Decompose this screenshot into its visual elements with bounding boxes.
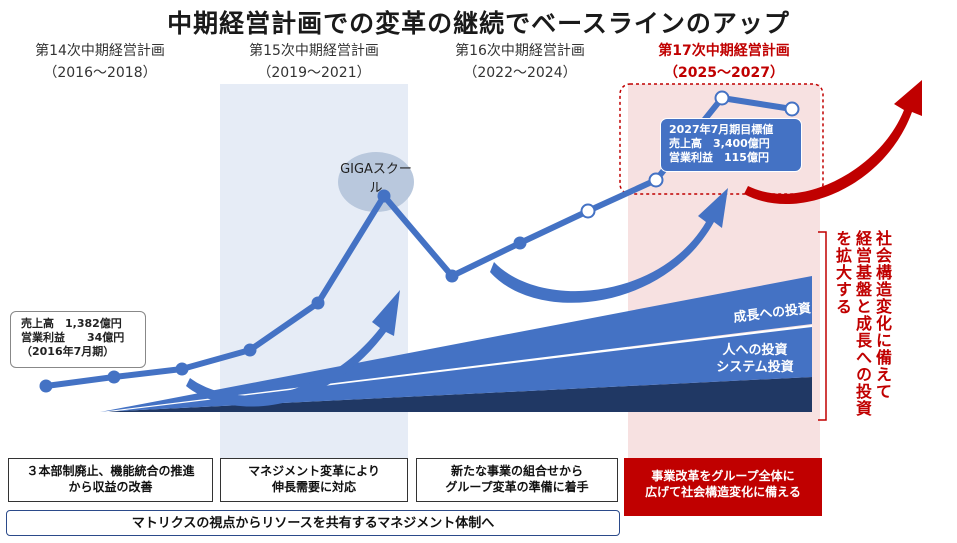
summary-line: 広げて社会構造変化に備える <box>645 485 801 499</box>
trend-point <box>377 189 391 203</box>
plan-period: （2019～2021） <box>257 65 371 81</box>
giga-highlight <box>338 152 414 212</box>
start-period: （2016年7月期） <box>21 345 115 358</box>
trend-point-future <box>784 101 800 117</box>
management-system-bar: マトリクスの視点からリソースを共有するマネジメント体制へ <box>6 510 620 536</box>
plan-name: 第16次中期経営計画 <box>455 43 585 59</box>
plan-name: 第17次中期経営計画 <box>658 43 790 59</box>
summary-line: から収益の改善 <box>68 480 153 494</box>
system-investment-label: システム投資 <box>716 360 794 375</box>
side-text-col1: 社会構造変化に備えて <box>873 230 892 400</box>
plan-period: （2025～2027） <box>664 65 784 81</box>
trend-point <box>39 379 53 393</box>
target-profit: 営業利益 115億円 <box>669 151 769 164</box>
trend-point <box>175 362 189 376</box>
plan-period: （2016～2018） <box>43 65 157 81</box>
trend-point <box>107 370 121 384</box>
target-heading: 2027年7月期目標値 <box>669 123 774 136</box>
arrow-curve-1 <box>186 290 400 407</box>
summary-box-16: 新たな事業の組合せから グループ変革の準備に着手 <box>416 458 618 502</box>
plan-period: （2022～2024） <box>463 65 577 81</box>
start-figures-box: 売上高 1,382億円 営業利益 34億円 （2016年7月期） <box>10 311 146 368</box>
start-sales: 売上高 1,382億円 <box>21 317 122 330</box>
side-text-col2: 経営基盤と成長への投資 <box>853 230 872 417</box>
trend-point-future <box>648 172 664 188</box>
plan15-band <box>220 84 408 478</box>
trend-point <box>445 269 459 283</box>
summary-line: 伸長需要に対応 <box>271 480 356 494</box>
plan-header-17: 第17次中期経営計画 （2025～2027） <box>624 40 824 84</box>
summary-line: グループ変革の準備に着手 <box>445 480 589 494</box>
page-title: 中期経営計画での変革の継続でベースラインのアップ <box>167 9 790 38</box>
trend-points <box>39 90 800 393</box>
summary-box-17: 事業改革をグループ全体に 広げて社会構造変化に備える <box>624 458 822 516</box>
side-bracket <box>818 231 827 421</box>
trend-point-future <box>580 203 596 219</box>
growth-wedge <box>100 276 812 412</box>
trend-point <box>243 343 257 357</box>
summary-line: 新たな事業の組合せから <box>450 464 583 478</box>
trend-point-future <box>714 90 730 106</box>
side-text-col3: を拡大する <box>833 230 852 315</box>
plan-header-15: 第15次中期経営計画 （2019～2021） <box>214 40 414 84</box>
target-sales: 売上高 3,400億円 <box>669 137 770 150</box>
summary-line: ３本部制廃止、機能統合の推進 <box>26 464 195 478</box>
target-frame <box>619 83 824 195</box>
summary-line: マネジメント変革により <box>248 464 380 478</box>
summary-box-15: マネジメント変革により 伸長需要に対応 <box>220 458 408 502</box>
people-investment-label: 人への投資 <box>722 343 788 358</box>
trend-point <box>513 236 527 250</box>
summary-box-14: ３本部制廃止、機能統合の推進 から収益の改善 <box>8 458 213 502</box>
plan-name: 第15次中期経営計画 <box>249 43 379 59</box>
summary-line: 事業改革をグループ全体に <box>651 469 795 483</box>
target-figures-box: 2027年7月期目標値 売上高 3,400億円 営業利益 115億円 <box>660 118 802 172</box>
plan-header-16: 第16次中期経営計画 （2022～2024） <box>420 40 620 84</box>
trend-point <box>311 296 325 310</box>
plan-header-14: 第14次中期経営計画 （2016～2018） <box>0 40 200 84</box>
plan-name: 第14次中期経営計画 <box>35 43 165 59</box>
arrow-curve-red <box>744 80 922 205</box>
start-profit: 営業利益 34億円 <box>21 331 125 344</box>
